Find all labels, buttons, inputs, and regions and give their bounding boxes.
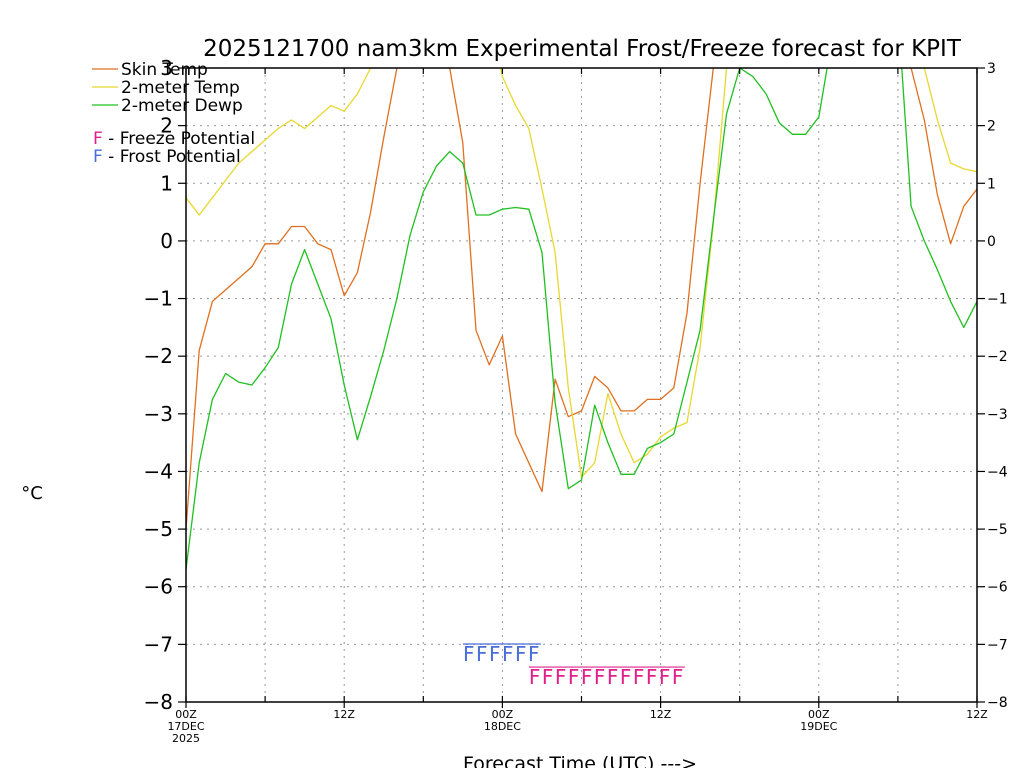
y-tick-label-left: 3 <box>160 56 173 80</box>
marker-glyph: F <box>568 665 580 689</box>
x-tick-label: 12Z <box>333 708 355 721</box>
y-tick-label-right: −4 <box>987 464 1008 480</box>
x-tick-label: 00Z <box>175 708 197 721</box>
y-tick-label-left: −5 <box>144 517 173 541</box>
legend-marker-glyph: F <box>93 129 103 149</box>
marker-glyph: F <box>633 665 645 689</box>
x-tick-label: 12Z <box>650 708 672 721</box>
y-tick-label-right: −3 <box>987 407 1008 423</box>
y-tick-label-left: −7 <box>144 632 173 656</box>
x-tick-label: 12Z <box>966 708 988 721</box>
legend-marker-entry: F - Frost Potential <box>93 147 241 167</box>
marker-glyph: F <box>542 665 554 689</box>
series-line-skin-temp <box>186 68 977 530</box>
y-tick-label-left: −6 <box>144 575 173 599</box>
x-tick-date: 18DEC <box>484 720 521 733</box>
x-axis-label: Forecast Time (UTC) ---> <box>463 753 697 768</box>
y-tick-label-left: −3 <box>144 402 173 426</box>
marker-glyph: F <box>672 665 684 689</box>
marker-glyph: F <box>476 642 488 666</box>
legend-marker-glyph: F <box>93 147 103 167</box>
series-line-2-meter-dewp <box>186 68 977 570</box>
legend-marker-text: - Frost Potential <box>103 147 241 167</box>
x-tick-label: 00Z <box>492 708 514 721</box>
marker-glyph: F <box>581 665 593 689</box>
y-tick-label-right: −7 <box>987 637 1008 653</box>
marker-glyph: F <box>515 642 527 666</box>
y-tick-label-left: −2 <box>144 344 173 368</box>
potential-markers: F F F F F FF F F F F F F F F F F F <box>462 642 685 689</box>
y-tick-label-right: −6 <box>987 580 1008 596</box>
y-tick-label-right: −8 <box>987 695 1008 711</box>
marker-glyph: F <box>463 642 475 666</box>
x-tick-date: 19DEC <box>800 720 837 733</box>
y-tick-label-right: −1 <box>987 292 1008 308</box>
y-tick-label-right: 1 <box>987 176 996 192</box>
legend-marker-entry: F - Freeze Potential <box>93 129 255 149</box>
y-tick-label-right: 2 <box>987 119 996 135</box>
y-tick-label-right: 0 <box>987 234 996 250</box>
y-tick-label-right: 3 <box>987 61 996 77</box>
y-axis-label: °C <box>21 483 43 504</box>
x-tick-label: 00Z <box>808 708 830 721</box>
marker-glyph: F <box>502 642 514 666</box>
y-tick-label-right: −5 <box>987 522 1008 538</box>
marker-glyph: F <box>528 642 540 666</box>
legend-label: Skin Temp <box>121 60 208 80</box>
legend-label: 2-meter Temp <box>121 78 240 98</box>
marker-glyph: F <box>646 665 658 689</box>
plot-area <box>186 68 977 570</box>
y-tick-label-left: 1 <box>160 171 173 195</box>
legend-marker-text: - Freeze Potential <box>103 129 255 149</box>
marker-glyph: F <box>620 665 632 689</box>
y-tick-label-left: −8 <box>144 690 173 714</box>
marker-glyph: F <box>659 665 671 689</box>
marker-glyph: F <box>594 665 606 689</box>
x-tick-year: 2025 <box>172 732 200 745</box>
axis-ticks: 3 3 2 2 1 1 0 0 −1 −1 −2 −2 −3 −3 −4 −4 −5 −5 −6 −6 −7 −7 −8 −8… <box>144 56 1008 745</box>
marker-glyph: F <box>529 665 541 689</box>
y-tick-label-left: −1 <box>144 287 173 311</box>
chart-title: 2025121700 nam3km Experimental Frost/Fre… <box>203 36 962 62</box>
grid-lines <box>186 68 977 702</box>
y-tick-label-left: −4 <box>144 459 173 483</box>
marker-glyph: F <box>489 642 501 666</box>
marker-glyph: F <box>555 665 567 689</box>
y-tick-label-right: −2 <box>987 349 1008 365</box>
marker-glyph: F <box>607 665 619 689</box>
y-tick-label-left: 0 <box>160 229 173 253</box>
x-tick-date: 17DEC <box>167 720 204 733</box>
legend-label: 2-meter Dewp <box>121 96 243 116</box>
y-tick-label-left: 2 <box>160 114 173 138</box>
